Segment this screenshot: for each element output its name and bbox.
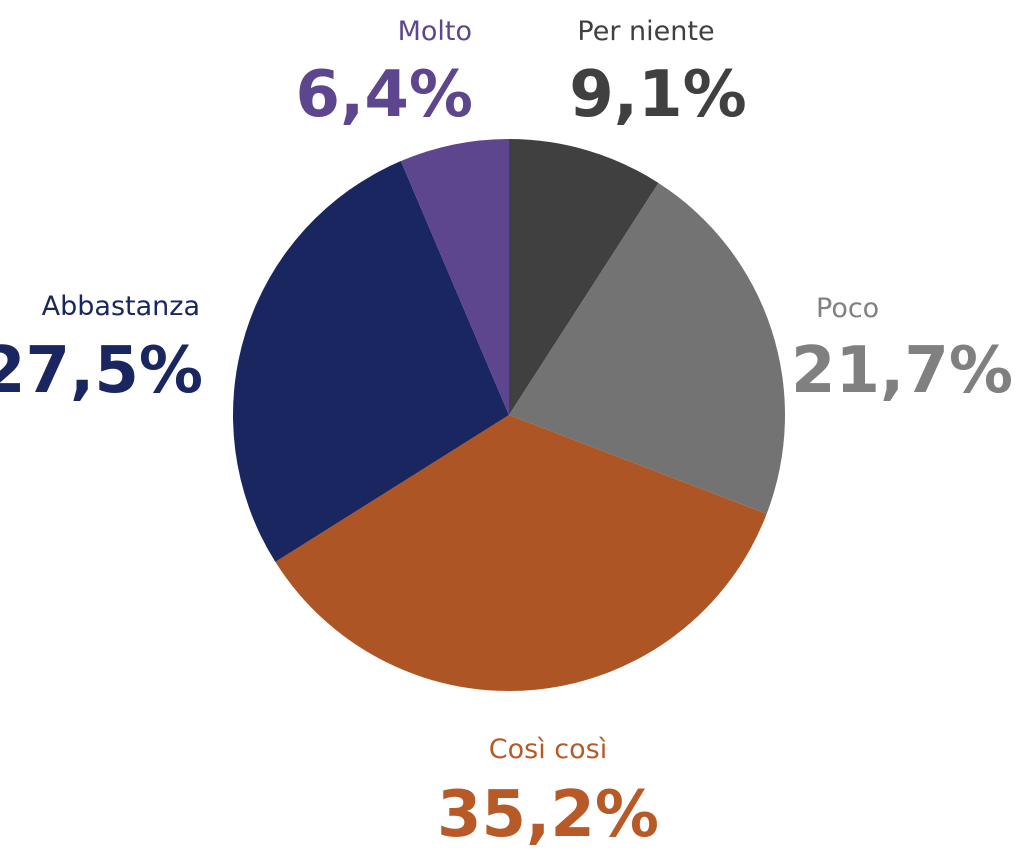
pie-slice-per-niente — [509, 139, 659, 415]
slice-label-poco: Poco — [816, 293, 879, 324]
pie-slice-molto — [400, 139, 509, 415]
slice-label-cosi-cosi: Così così — [489, 734, 607, 765]
slice-value-poco: 21,7% — [791, 334, 1013, 408]
label-group-molto: Molto 6,4% — [296, 16, 474, 132]
pie-slice-abbastanza — [232, 161, 509, 562]
slice-label-molto: Molto — [398, 16, 472, 47]
label-group-abbastanza: Abbastanza 27,5% — [0, 291, 203, 408]
pie-slices — [232, 139, 785, 692]
slice-value-cosi-cosi: 35,2% — [437, 778, 659, 852]
label-group-per-niente: Per niente 9,1% — [569, 16, 747, 132]
slice-value-per-niente: 9,1% — [569, 58, 747, 132]
label-group-cosi-cosi: Così così 35,2% — [437, 734, 659, 852]
slice-label-per-niente: Per niente — [577, 16, 714, 47]
label-group-poco: Poco 21,7% — [791, 293, 1013, 408]
pie-slice-cosi-cosi — [275, 415, 767, 692]
pie-slice-poco — [509, 182, 785, 514]
slice-value-abbastanza: 27,5% — [0, 334, 203, 408]
slice-value-molto: 6,4% — [296, 58, 474, 132]
slice-label-abbastanza: Abbastanza — [42, 291, 200, 322]
